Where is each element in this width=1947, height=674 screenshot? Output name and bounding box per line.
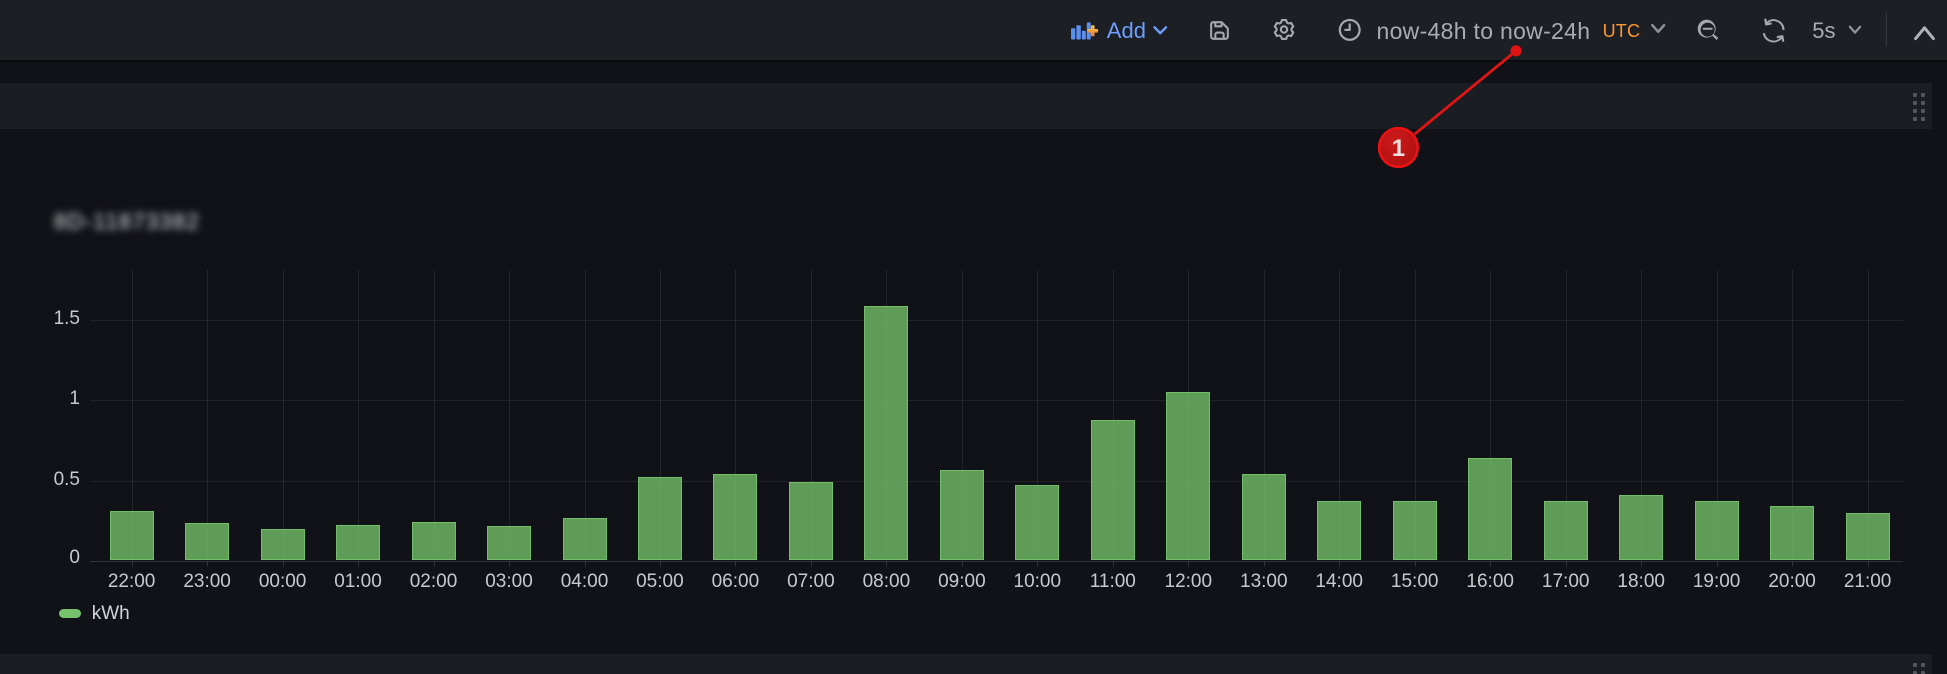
- svg-text:1: 1: [1392, 135, 1405, 162]
